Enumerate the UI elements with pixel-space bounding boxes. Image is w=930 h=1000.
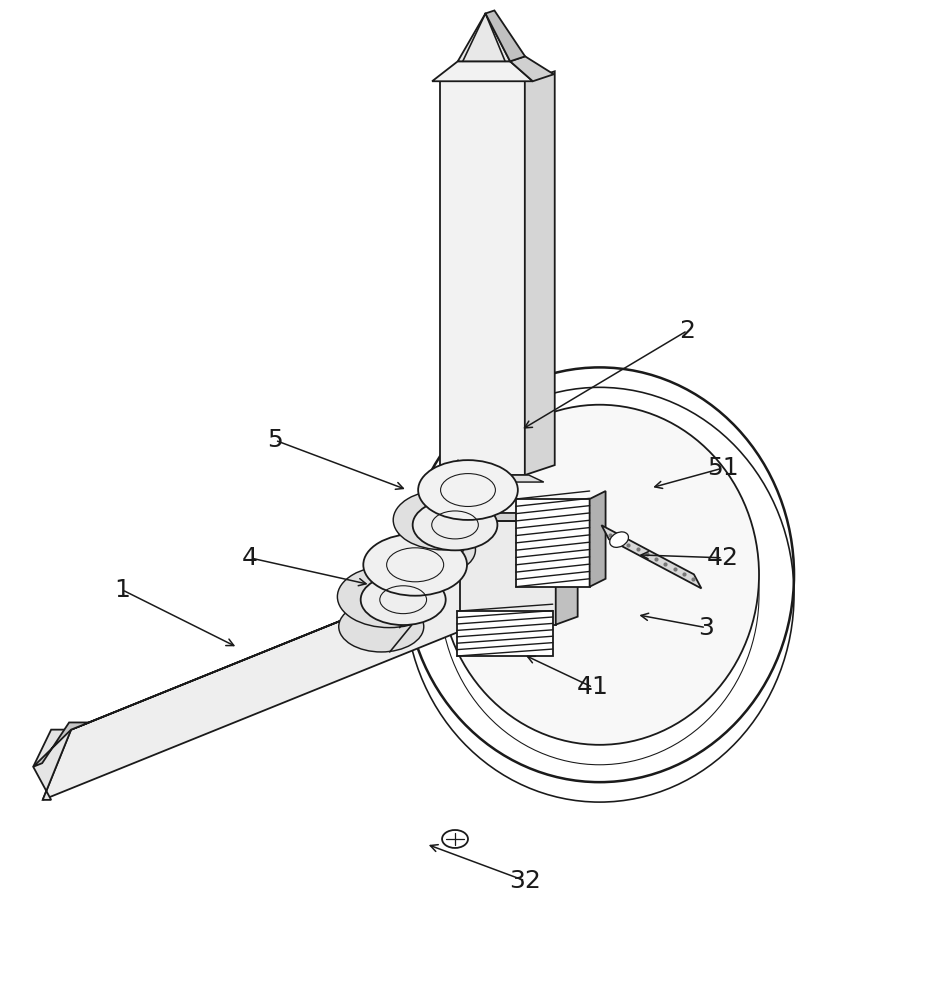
Ellipse shape: [418, 460, 518, 520]
Ellipse shape: [440, 405, 759, 745]
Polygon shape: [590, 491, 605, 587]
Polygon shape: [71, 539, 542, 730]
Polygon shape: [602, 525, 701, 588]
Ellipse shape: [442, 830, 468, 848]
Text: 4: 4: [242, 546, 258, 570]
Polygon shape: [525, 71, 554, 475]
Polygon shape: [556, 513, 578, 625]
Ellipse shape: [393, 490, 493, 550]
Polygon shape: [485, 10, 525, 61]
Text: 2: 2: [680, 319, 696, 343]
Polygon shape: [33, 722, 89, 767]
Polygon shape: [458, 13, 511, 61]
Text: 1: 1: [114, 578, 130, 602]
Polygon shape: [516, 499, 590, 587]
Ellipse shape: [610, 532, 629, 547]
Text: 51: 51: [707, 456, 738, 480]
Polygon shape: [457, 611, 552, 656]
Polygon shape: [511, 56, 553, 81]
Polygon shape: [436, 475, 544, 482]
Ellipse shape: [361, 574, 445, 625]
Text: 5: 5: [267, 428, 283, 452]
Polygon shape: [440, 81, 525, 475]
Text: 42: 42: [707, 546, 738, 570]
Ellipse shape: [339, 601, 424, 652]
Ellipse shape: [364, 534, 467, 596]
Text: 41: 41: [577, 675, 609, 699]
Polygon shape: [43, 547, 525, 800]
Polygon shape: [460, 521, 556, 625]
Polygon shape: [33, 730, 71, 800]
Ellipse shape: [391, 524, 475, 575]
Text: 32: 32: [510, 869, 541, 893]
Ellipse shape: [338, 566, 441, 628]
Polygon shape: [460, 513, 578, 521]
Polygon shape: [432, 61, 533, 81]
Text: 3: 3: [698, 616, 714, 640]
Ellipse shape: [413, 500, 498, 550]
